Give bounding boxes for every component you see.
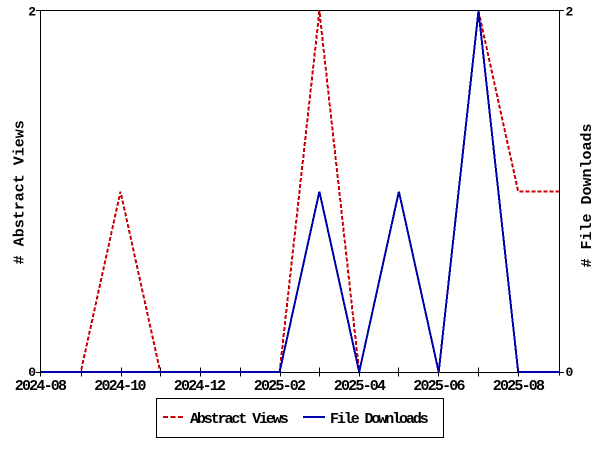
svg-text:2025-02: 2025-02 [254,378,306,395]
svg-text:2025-04: 2025-04 [334,378,386,395]
svg-text:# Abstract Views: # Abstract Views [12,120,29,264]
svg-text:2025-06: 2025-06 [413,378,465,395]
svg-text:0: 0 [566,365,574,380]
svg-text:# File Downloads: # File Downloads [579,123,596,267]
svg-text:2024-10: 2024-10 [94,378,146,395]
svg-text:2024-08: 2024-08 [15,378,67,395]
svg-text:File Downloads: File Downloads [330,411,429,428]
svg-text:Abstract Views: Abstract Views [190,411,289,428]
svg-text:2: 2 [566,5,574,20]
svg-text:2024-12: 2024-12 [174,378,226,395]
svg-text:2: 2 [28,5,36,20]
svg-text:0: 0 [28,365,36,380]
svg-text:2025-08: 2025-08 [493,378,545,395]
